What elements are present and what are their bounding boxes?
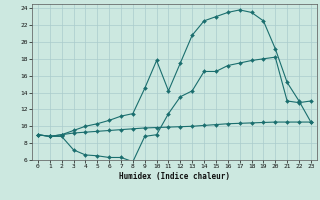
- X-axis label: Humidex (Indice chaleur): Humidex (Indice chaleur): [119, 172, 230, 181]
